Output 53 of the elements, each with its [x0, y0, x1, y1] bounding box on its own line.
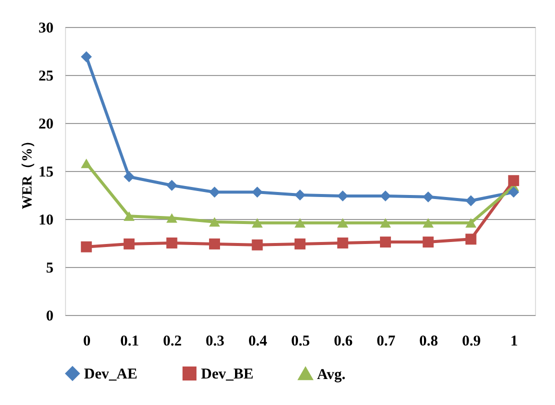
y-tick-label: 5 — [46, 260, 54, 276]
point — [166, 238, 178, 248]
point — [380, 236, 391, 248]
point — [337, 190, 348, 202]
point — [294, 238, 306, 250]
point — [294, 218, 306, 228]
point — [252, 218, 263, 228]
y-tick-label: 30 — [38, 20, 54, 36]
point — [166, 180, 178, 191]
point — [508, 186, 520, 198]
point — [465, 234, 476, 245]
point — [465, 218, 476, 228]
x-tick-label: 0.9 — [462, 334, 481, 350]
point — [422, 218, 434, 228]
x-tick-label: 0.2 — [162, 334, 182, 350]
y-tick-label: 10 — [38, 212, 54, 228]
point — [209, 217, 220, 227]
point — [337, 238, 348, 248]
y-tick-label: 20 — [38, 116, 54, 132]
y-tick-label: 0 — [46, 308, 54, 324]
y-tick-label: 25 — [38, 68, 54, 84]
x-tick-label: 0.1 — [120, 334, 139, 350]
y-tick-label: 15 — [38, 164, 54, 180]
x-tick-label: 1 — [510, 334, 518, 350]
point — [80, 51, 92, 62]
x-tick-label: 0.6 — [334, 334, 354, 350]
y-axis-title: WER（%） — [20, 134, 36, 210]
point — [124, 238, 135, 250]
legend-label: Dev_BE — [201, 366, 254, 383]
x-tick-label: 0.5 — [291, 334, 310, 350]
point — [252, 239, 263, 250]
legend-label: Dev_AE — [84, 366, 138, 383]
x-tick-label: 0 — [83, 334, 91, 350]
point — [422, 191, 434, 202]
legend-label: Avg. — [317, 366, 346, 383]
point — [294, 190, 306, 200]
point — [166, 213, 178, 223]
x-tick-label: 0.8 — [419, 334, 438, 350]
point — [337, 218, 348, 228]
x-tick-label: 0.7 — [376, 334, 396, 350]
point — [80, 241, 92, 252]
point — [380, 218, 391, 228]
point — [209, 186, 220, 198]
point — [465, 195, 476, 206]
point — [209, 238, 220, 250]
point — [124, 171, 135, 182]
point — [80, 158, 92, 168]
point — [252, 186, 263, 198]
point — [422, 236, 434, 248]
x-tick-label: 0.3 — [206, 334, 224, 350]
point — [508, 175, 520, 186]
point — [124, 211, 135, 221]
x-tick-label: 0.4 — [248, 334, 268, 350]
